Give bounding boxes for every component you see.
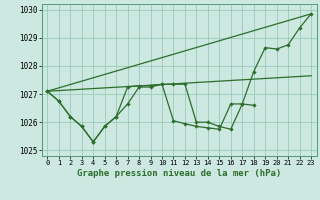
X-axis label: Graphe pression niveau de la mer (hPa): Graphe pression niveau de la mer (hPa) xyxy=(77,169,281,178)
